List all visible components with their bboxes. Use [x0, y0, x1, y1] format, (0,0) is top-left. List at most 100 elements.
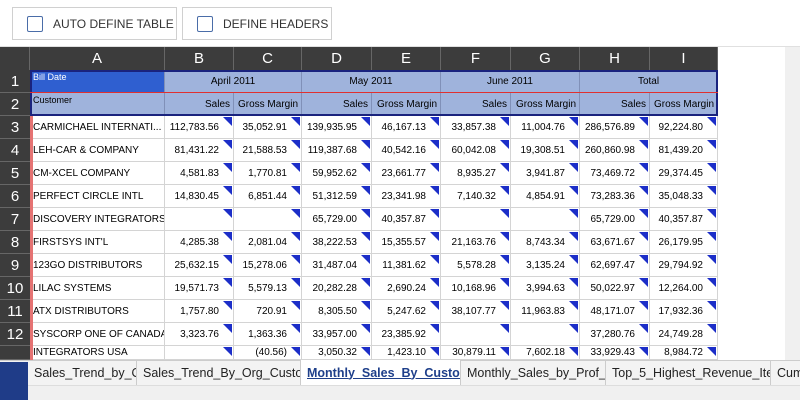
value-cell[interactable]: 8,305.50 — [302, 300, 372, 323]
value-cell[interactable]: 139,935.95 — [302, 116, 372, 139]
value-cell[interactable] — [441, 323, 511, 346]
customer-cell[interactable]: SYSCORP ONE OF CANADA — [30, 323, 165, 346]
value-cell[interactable]: 25,632.15 — [165, 254, 234, 277]
value-cell[interactable]: 15,355.57 — [372, 231, 441, 254]
value-cell[interactable]: 73,283.36 — [580, 185, 650, 208]
value-cell[interactable]: 19,571.73 — [165, 277, 234, 300]
value-cell[interactable]: 46,167.13 — [372, 116, 441, 139]
customer-cell[interactable]: DISCOVERY INTEGRATORS — [30, 208, 165, 231]
value-cell[interactable]: 40,542.16 — [372, 139, 441, 162]
value-cell[interactable]: 31,487.04 — [302, 254, 372, 277]
vertical-scrollbar[interactable] — [785, 47, 800, 360]
value-cell[interactable]: 37,280.76 — [580, 323, 650, 346]
value-cell[interactable]: 24,749.28 — [650, 323, 718, 346]
value-cell[interactable]: 7,602.18 — [511, 346, 580, 360]
toolbar-button[interactable]: AUTO DEFINE TABLE — [12, 7, 177, 40]
value-cell[interactable]: 65,729.00 — [302, 208, 372, 231]
value-cell[interactable] — [511, 208, 580, 231]
customer-cell[interactable]: PERFECT CIRCLE INTL — [30, 185, 165, 208]
value-cell[interactable]: 60,042.08 — [441, 139, 511, 162]
value-cell[interactable]: 33,929.43 — [580, 346, 650, 360]
value-cell[interactable]: 23,661.77 — [372, 162, 441, 185]
value-cell[interactable] — [511, 323, 580, 346]
sheet-tab[interactable]: Sales_Trend_by_Org — [28, 360, 137, 385]
value-cell[interactable]: 17,932.36 — [650, 300, 718, 323]
value-cell[interactable]: 3,135.24 — [511, 254, 580, 277]
value-cell[interactable]: 50,022.97 — [580, 277, 650, 300]
value-cell[interactable]: 26,179.95 — [650, 231, 718, 254]
value-cell[interactable]: 1,423.10 — [372, 346, 441, 360]
value-cell[interactable]: 4,285.38 — [165, 231, 234, 254]
row-header[interactable]: 6 — [0, 185, 30, 208]
value-cell[interactable]: 8,935.27 — [441, 162, 511, 185]
value-cell[interactable] — [165, 346, 234, 360]
value-cell[interactable]: 1,757.80 — [165, 300, 234, 323]
customer-cell[interactable]: INTEGRATORS USA — [30, 346, 165, 360]
value-cell[interactable]: 21,588.53 — [234, 139, 302, 162]
value-cell[interactable]: 2,081.04 — [234, 231, 302, 254]
customer-cell[interactable]: CARMICHAEL INTERNATI... — [30, 116, 165, 139]
value-cell[interactable]: 3,941.87 — [511, 162, 580, 185]
value-cell[interactable]: 119,387.68 — [302, 139, 372, 162]
customer-cell[interactable]: ATX DISTRIBUTORS — [30, 300, 165, 323]
value-cell[interactable]: 5,579.13 — [234, 277, 302, 300]
row-header[interactable]: 12 — [0, 323, 30, 346]
sheet-list-button[interactable] — [0, 362, 28, 400]
row-header[interactable]: 3 — [0, 116, 30, 139]
row-header[interactable]: 4 — [0, 139, 30, 162]
sheet-tab[interactable]: Monthly_Sales_by_Prof_Ctr — [461, 360, 606, 385]
sheet-tab[interactable]: Top_5_Highest_Revenue_Items — [606, 360, 771, 385]
value-cell[interactable]: 65,729.00 — [580, 208, 650, 231]
value-cell[interactable]: 23,341.98 — [372, 185, 441, 208]
value-cell[interactable]: 40,357.87 — [372, 208, 441, 231]
value-cell[interactable]: 12,264.00 — [650, 277, 718, 300]
row-header[interactable]: 10 — [0, 277, 30, 300]
value-cell[interactable]: 7,140.32 — [441, 185, 511, 208]
value-cell[interactable]: 4,854.91 — [511, 185, 580, 208]
value-cell[interactable]: 35,052.91 — [234, 116, 302, 139]
value-cell[interactable]: 3,323.76 — [165, 323, 234, 346]
value-cell[interactable]: 29,374.45 — [650, 162, 718, 185]
value-cell[interactable]: 59,952.62 — [302, 162, 372, 185]
value-cell[interactable]: 14,830.45 — [165, 185, 234, 208]
column-header[interactable]: D — [302, 47, 372, 70]
row-header[interactable]: 2 — [0, 93, 30, 116]
value-cell[interactable]: 1,363.36 — [234, 323, 302, 346]
column-header[interactable]: G — [511, 47, 580, 70]
row-header[interactable]: 1 — [0, 70, 30, 93]
column-header[interactable]: C — [234, 47, 302, 70]
value-cell[interactable]: 11,381.62 — [372, 254, 441, 277]
value-cell[interactable]: 3,994.63 — [511, 277, 580, 300]
value-cell[interactable]: 19,308.51 — [511, 139, 580, 162]
value-cell[interactable] — [234, 208, 302, 231]
value-cell[interactable]: 33,957.00 — [302, 323, 372, 346]
customer-cell[interactable]: LILAC SYSTEMS — [30, 277, 165, 300]
value-cell[interactable]: 8,984.72 — [650, 346, 718, 360]
customer-cell[interactable]: 123GO DISTRIBUTORS — [30, 254, 165, 277]
value-cell[interactable]: 720.91 — [234, 300, 302, 323]
value-cell[interactable]: 92,224.80 — [650, 116, 718, 139]
value-cell[interactable]: 62,697.47 — [580, 254, 650, 277]
row-header[interactable]: 7 — [0, 208, 30, 231]
row-header[interactable]: 11 — [0, 300, 30, 323]
row-header[interactable]: 8 — [0, 231, 30, 254]
value-cell[interactable]: 21,163.76 — [441, 231, 511, 254]
value-cell[interactable]: 1,770.81 — [234, 162, 302, 185]
column-header[interactable]: I — [650, 47, 718, 70]
value-cell[interactable]: 8,743.34 — [511, 231, 580, 254]
value-cell[interactable]: 35,048.33 — [650, 185, 718, 208]
column-header[interactable]: B — [165, 47, 234, 70]
toolbar-button[interactable]: DEFINE HEADERS — [182, 7, 332, 40]
value-cell[interactable]: 260,860.98 — [580, 139, 650, 162]
value-cell[interactable]: 81,439.20 — [650, 139, 718, 162]
value-cell[interactable]: 30,879.11 — [441, 346, 511, 360]
value-cell[interactable]: 286,576.89 — [580, 116, 650, 139]
value-cell[interactable]: 3,050.32 — [302, 346, 372, 360]
sheet-tab[interactable]: Sales_Trend_By_Org_Customer — [137, 360, 301, 385]
value-cell[interactable]: 112,783.56 — [165, 116, 234, 139]
sheet-tab[interactable]: Cumu — [771, 360, 800, 385]
value-cell[interactable]: 33,857.38 — [441, 116, 511, 139]
customer-cell[interactable]: LEH-CAR & COMPANY — [30, 139, 165, 162]
row-header[interactable]: 9 — [0, 254, 30, 277]
value-cell[interactable]: 38,222.53 — [302, 231, 372, 254]
